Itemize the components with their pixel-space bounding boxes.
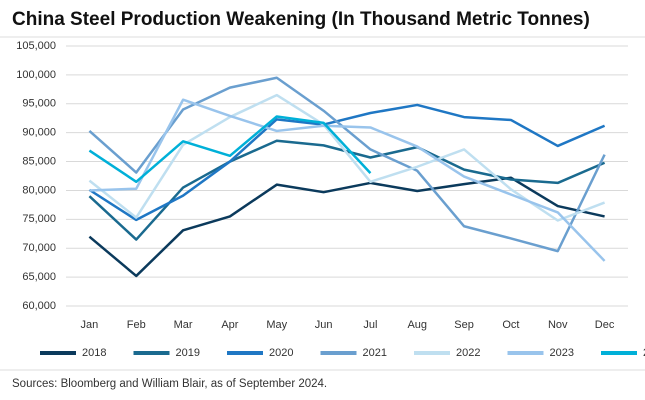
legend-label: 2024: [643, 347, 645, 359]
legend-label: 2021: [363, 347, 387, 359]
series-line: [88, 93, 606, 222]
series-line: [88, 76, 606, 253]
y-tick-label: 60,000: [22, 300, 56, 312]
x-tick-label: Dec: [595, 319, 615, 331]
y-tick-label: 75,000: [22, 213, 56, 225]
series-line: [88, 176, 605, 278]
chart-title: China Steel Production Weakening (In Tho…: [12, 9, 590, 30]
y-tick-label: 80,000: [22, 184, 56, 196]
y-tick-label: 105,000: [16, 40, 56, 52]
legend-label: 2019: [176, 347, 200, 359]
x-tick-label: Apr: [221, 319, 238, 331]
legend-label: 2022: [456, 347, 480, 359]
y-tick-label: 95,000: [22, 98, 56, 110]
x-tick-label: Aug: [407, 319, 427, 331]
y-tick-label: 85,000: [22, 155, 56, 167]
y-tick-label: 100,000: [16, 69, 56, 81]
y-tick-label: 90,000: [22, 127, 56, 139]
x-tick-label: Feb: [127, 319, 146, 331]
legend-label: 2020: [269, 347, 293, 359]
series-line: [88, 115, 372, 184]
x-tick-label: Jul: [363, 319, 377, 331]
x-tick-label: Jan: [81, 319, 99, 331]
x-tick-label: Oct: [502, 319, 519, 331]
x-tick-label: Nov: [548, 319, 568, 331]
x-tick-label: May: [266, 319, 287, 331]
legend-label: 2023: [550, 347, 574, 359]
x-tick-label: Sep: [454, 319, 474, 331]
series-line: [89, 98, 606, 262]
series-line: [88, 103, 606, 222]
x-tick-label: Mar: [174, 319, 193, 331]
y-tick-label: 70,000: [22, 242, 56, 254]
y-tick-label: 65,000: [22, 271, 56, 283]
source: Sources: Bloomberg and William Blair, as…: [12, 378, 327, 390]
x-tick-label: Jun: [315, 319, 333, 331]
legend-label: 2018: [82, 347, 106, 359]
